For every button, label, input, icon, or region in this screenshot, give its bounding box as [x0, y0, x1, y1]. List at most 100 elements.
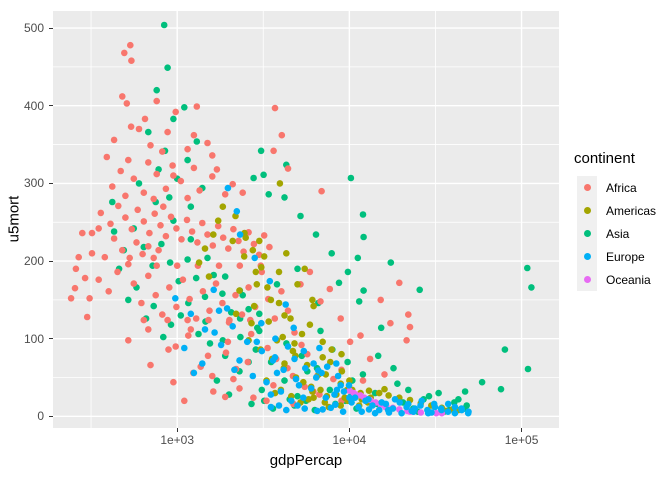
data-point-europe [331, 391, 338, 398]
data-point-asia [416, 286, 424, 294]
data-point-americas [229, 237, 236, 245]
data-point-americas [287, 315, 294, 322]
data-point-africa [406, 323, 414, 331]
data-point-europe [210, 286, 217, 294]
data-point-asia [317, 327, 324, 335]
data-point-africa [183, 216, 191, 224]
data-point-europe [351, 394, 359, 402]
data-point-europe [464, 409, 472, 417]
data-point-europe [233, 208, 241, 215]
data-point-africa [209, 242, 217, 249]
data-point-asia [297, 212, 304, 220]
data-point-asia [201, 293, 209, 301]
data-point-africa [270, 382, 277, 389]
data-point-africa [105, 288, 112, 295]
legend-title: continent [574, 150, 635, 167]
data-point-europe [187, 310, 195, 318]
data-point-americas [319, 338, 327, 346]
data-point-americas [214, 217, 222, 224]
data-point-africa [83, 313, 91, 321]
data-point-europe [223, 305, 231, 312]
data-point-americas [210, 231, 217, 238]
data-point-africa [72, 265, 80, 273]
data-point-europe [269, 357, 277, 364]
data-point-africa [381, 371, 388, 378]
data-point-africa [219, 234, 227, 241]
data-point-asia [206, 340, 214, 347]
data-point-africa [155, 246, 162, 254]
data-point-europe [451, 409, 459, 417]
data-point-africa [101, 253, 109, 261]
data-point-africa [134, 206, 141, 214]
data-point-africa [190, 131, 198, 139]
data-point-europe [332, 401, 339, 409]
data-point-africa [346, 338, 354, 346]
legend-item-oceania: Oceania [574, 268, 656, 291]
data-point-americas [260, 253, 268, 260]
data-point-africa [366, 355, 374, 363]
data-point-asia [390, 364, 397, 372]
legend-key [577, 176, 597, 199]
data-point-europe [319, 406, 327, 413]
data-point-americas [381, 385, 388, 393]
data-point-europe [272, 335, 279, 343]
data-point-americas [276, 180, 284, 187]
data-point-africa [88, 250, 96, 257]
y-tick-mark [49, 182, 53, 184]
legend-point-icon [583, 184, 591, 191]
data-point-europe [396, 399, 404, 406]
legend-label: Oceania [606, 272, 651, 287]
data-point-asia [177, 312, 185, 319]
data-point-americas [281, 312, 288, 319]
data-point-europe [333, 360, 340, 367]
data-point-africa [396, 279, 403, 287]
data-point-asia [256, 310, 263, 318]
data-point-europe [345, 382, 353, 389]
data-point-africa [270, 147, 277, 155]
data-point-asia [239, 291, 246, 299]
legend-key [577, 199, 597, 222]
data-point-americas [249, 246, 257, 254]
data-point-europe [266, 277, 274, 285]
data-point-europe [267, 403, 275, 411]
data-point-asia [455, 396, 462, 403]
data-point-africa [151, 210, 158, 217]
data-point-europe [334, 372, 342, 380]
data-point-africa [170, 378, 177, 386]
data-point-asia [524, 365, 532, 373]
data-point-africa [247, 330, 255, 338]
legend-key [577, 222, 597, 245]
data-point-asia [281, 194, 288, 201]
data-point-europe [322, 394, 330, 402]
y-tick-label: 200 [23, 254, 44, 269]
data-point-europe [229, 323, 236, 330]
data-point-africa [224, 338, 232, 346]
data-point-africa [67, 295, 75, 302]
data-point-africa [212, 280, 220, 287]
data-point-asia [181, 104, 188, 111]
legend-key [577, 268, 597, 291]
data-point-africa [221, 393, 229, 401]
data-point-africa [95, 225, 102, 232]
data-point-asia [135, 180, 143, 187]
data-point-asia [170, 115, 177, 123]
data-point-africa [173, 262, 181, 269]
data-point-africa [127, 41, 134, 49]
data-point-asia [237, 333, 244, 341]
data-point-europe [348, 399, 355, 406]
data-point-africa [173, 303, 180, 311]
y-tick-label: 500 [23, 21, 44, 36]
data-point-africa [235, 237, 242, 245]
data-point-europe [355, 403, 362, 411]
data-point-asia [501, 346, 509, 353]
data-point-asia [294, 392, 301, 400]
data-point-africa [245, 284, 252, 291]
data-point-africa [244, 358, 252, 366]
data-point-africa [229, 180, 236, 188]
data-point-americas [201, 245, 209, 252]
data-point-europe [224, 184, 232, 192]
data-point-americas [242, 234, 249, 241]
data-point-africa [109, 183, 116, 190]
data-point-africa [157, 222, 164, 229]
